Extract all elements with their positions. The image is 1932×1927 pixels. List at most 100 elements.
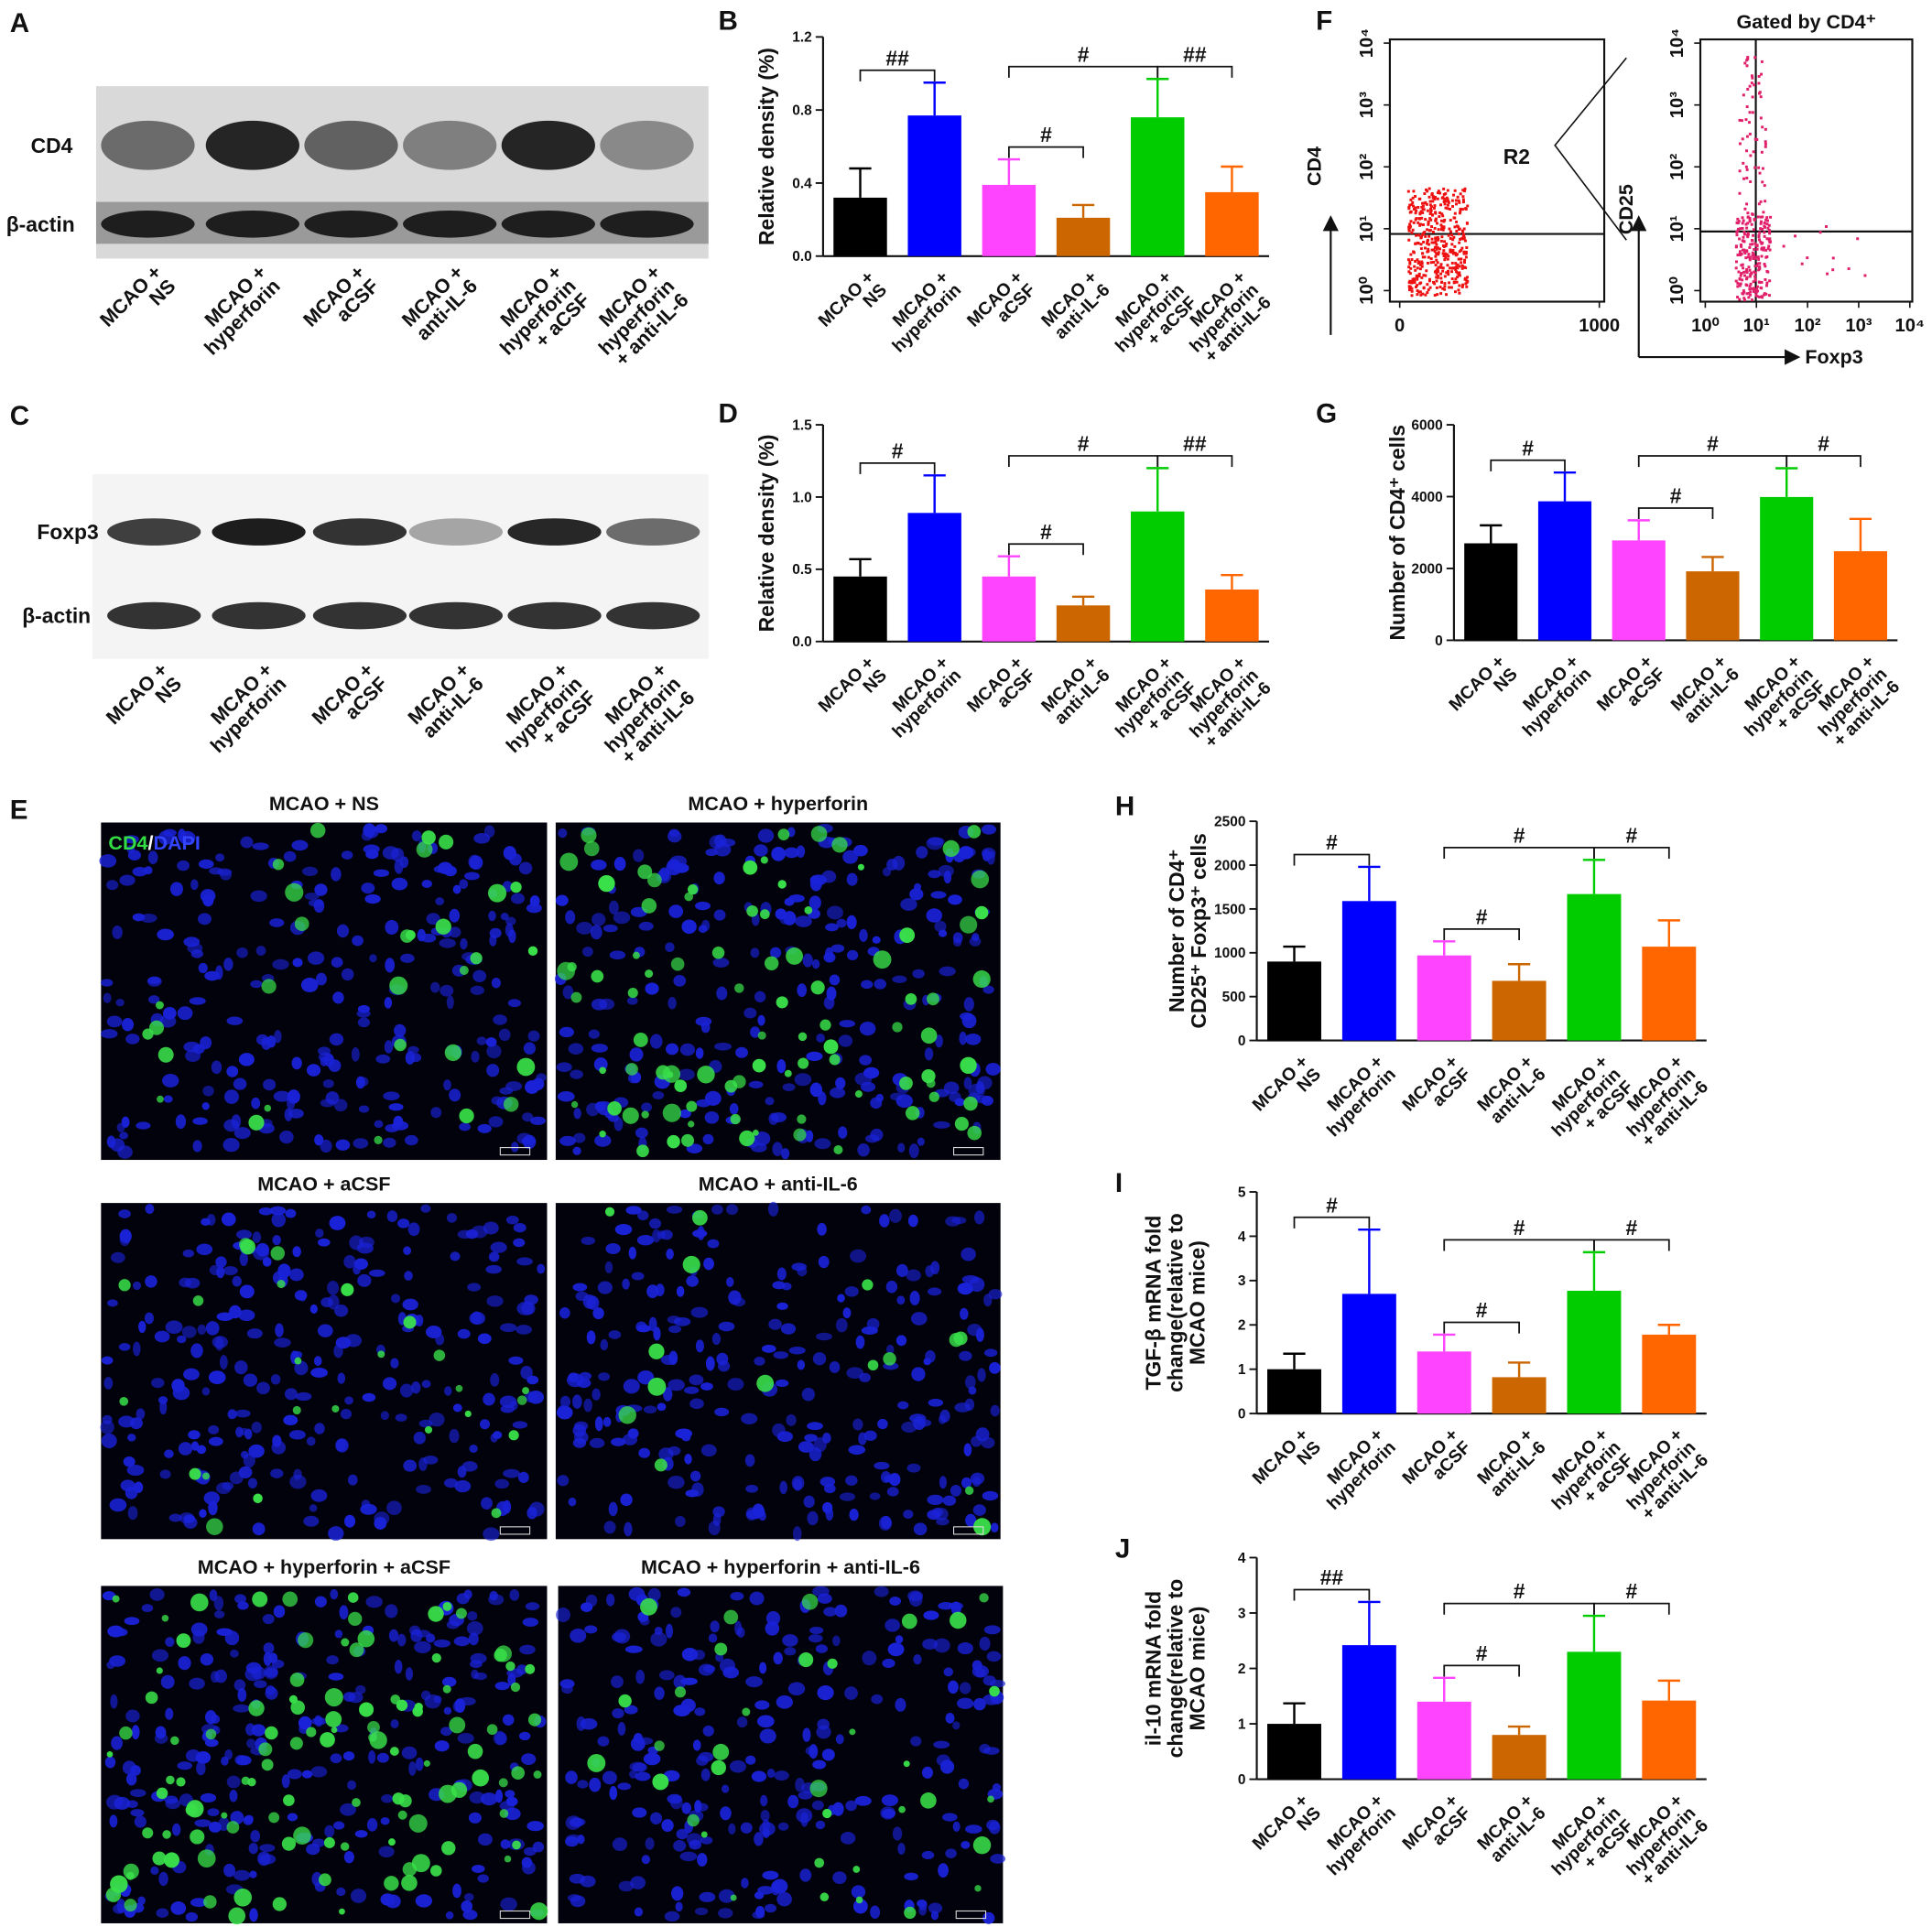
nucleus xyxy=(156,1908,169,1918)
nucleus xyxy=(399,856,409,869)
nucleus xyxy=(795,1777,805,1792)
cd4-cell xyxy=(401,1875,418,1891)
nucleus xyxy=(265,1667,278,1678)
event-dot xyxy=(1409,210,1413,213)
event-dot xyxy=(1742,230,1746,233)
cd4-cell xyxy=(691,1209,708,1226)
nucleus xyxy=(374,1511,390,1526)
nucleus xyxy=(194,1819,212,1827)
nucleus xyxy=(602,924,618,933)
nucleus xyxy=(211,1060,223,1075)
nucleus xyxy=(413,1431,426,1445)
nucleus xyxy=(624,1645,643,1653)
nucleus xyxy=(380,1411,389,1421)
nucleus xyxy=(116,1122,125,1132)
blot-band xyxy=(606,601,700,630)
cd4-cell xyxy=(862,1279,874,1291)
nucleus xyxy=(287,1813,298,1822)
event-dot xyxy=(1751,111,1754,114)
cd4-cell xyxy=(809,1780,828,1798)
nucleus xyxy=(140,913,157,923)
event-dot xyxy=(1458,271,1461,275)
nucleus xyxy=(399,1383,414,1398)
nucleus xyxy=(700,1444,717,1457)
nucleus xyxy=(219,1355,228,1369)
event-dot xyxy=(1464,282,1468,286)
nucleus xyxy=(895,1094,913,1109)
event-dot xyxy=(1410,287,1414,290)
nucleus xyxy=(109,1498,127,1512)
nucleus xyxy=(668,904,684,918)
nucleus xyxy=(239,1251,248,1266)
nucleus xyxy=(678,1068,695,1081)
nucleus xyxy=(945,1713,955,1724)
event-dot xyxy=(1416,241,1420,244)
nucleus xyxy=(592,1388,601,1401)
bar xyxy=(1686,571,1740,641)
nucleus xyxy=(388,1629,399,1642)
event-dot xyxy=(1466,276,1469,279)
nucleus xyxy=(695,1047,704,1059)
event-dot xyxy=(1452,193,1456,197)
event-dot xyxy=(1745,177,1749,179)
nucleus xyxy=(772,1142,783,1157)
nucleus xyxy=(238,1053,255,1066)
cd4-cell xyxy=(640,1597,657,1616)
nucleus xyxy=(215,853,225,862)
nucleus xyxy=(269,918,285,927)
nucleus xyxy=(982,985,994,994)
nucleus xyxy=(329,1033,344,1046)
event-dot xyxy=(1438,247,1441,251)
nucleus xyxy=(958,846,974,860)
nucleus xyxy=(735,1046,749,1058)
nucleus xyxy=(486,1044,502,1058)
nucleus xyxy=(330,1588,339,1600)
nucleus xyxy=(369,954,377,963)
event-dot xyxy=(1446,198,1449,201)
nucleus xyxy=(234,1754,248,1766)
event-dot xyxy=(1421,292,1425,296)
nucleus xyxy=(449,1428,460,1444)
event-dot xyxy=(1422,287,1426,290)
event-dot xyxy=(1426,242,1429,245)
nucleus xyxy=(680,1698,696,1713)
nucleus xyxy=(472,969,487,983)
event-dot xyxy=(1428,203,1432,207)
bar xyxy=(1416,955,1471,1041)
event-dot xyxy=(1742,289,1745,293)
cd4-cell xyxy=(667,1071,674,1078)
nucleus xyxy=(237,1601,249,1610)
event-dot xyxy=(1745,105,1749,109)
cd4-cell xyxy=(905,992,917,1005)
nucleus xyxy=(239,1284,255,1299)
cd4-cell xyxy=(464,1410,472,1418)
nucleus xyxy=(513,1238,526,1248)
event-dot xyxy=(1738,277,1742,281)
nucleus xyxy=(754,1357,765,1366)
nucleus xyxy=(266,1035,277,1048)
image-title: MCAO + anti-IL-6 xyxy=(699,1174,858,1196)
nucleus xyxy=(512,1421,528,1429)
cd4-cell xyxy=(510,881,522,893)
event-dot xyxy=(1414,211,1417,215)
nucleus xyxy=(809,874,828,886)
nucleus xyxy=(461,1461,478,1472)
event-dot xyxy=(1446,257,1449,261)
significance-bracket xyxy=(1593,1602,1670,1615)
nucleus xyxy=(315,972,327,986)
nucleus xyxy=(327,1280,340,1295)
cd4-cell xyxy=(687,1813,700,1827)
bar xyxy=(1492,1735,1547,1780)
nucleus xyxy=(113,1903,125,1914)
cd4-cell xyxy=(298,1632,314,1649)
event-dot xyxy=(1458,291,1461,295)
event-dot xyxy=(1753,275,1757,278)
nucleus xyxy=(477,1874,489,1883)
event-dot xyxy=(1426,283,1429,287)
image-title: MCAO + hyperforin + anti-IL-6 xyxy=(641,1556,920,1578)
nucleus xyxy=(979,1636,991,1651)
nucleus xyxy=(288,1430,306,1440)
event-dot xyxy=(1751,95,1754,99)
nucleus xyxy=(895,1697,906,1712)
nucleus xyxy=(328,1673,344,1681)
